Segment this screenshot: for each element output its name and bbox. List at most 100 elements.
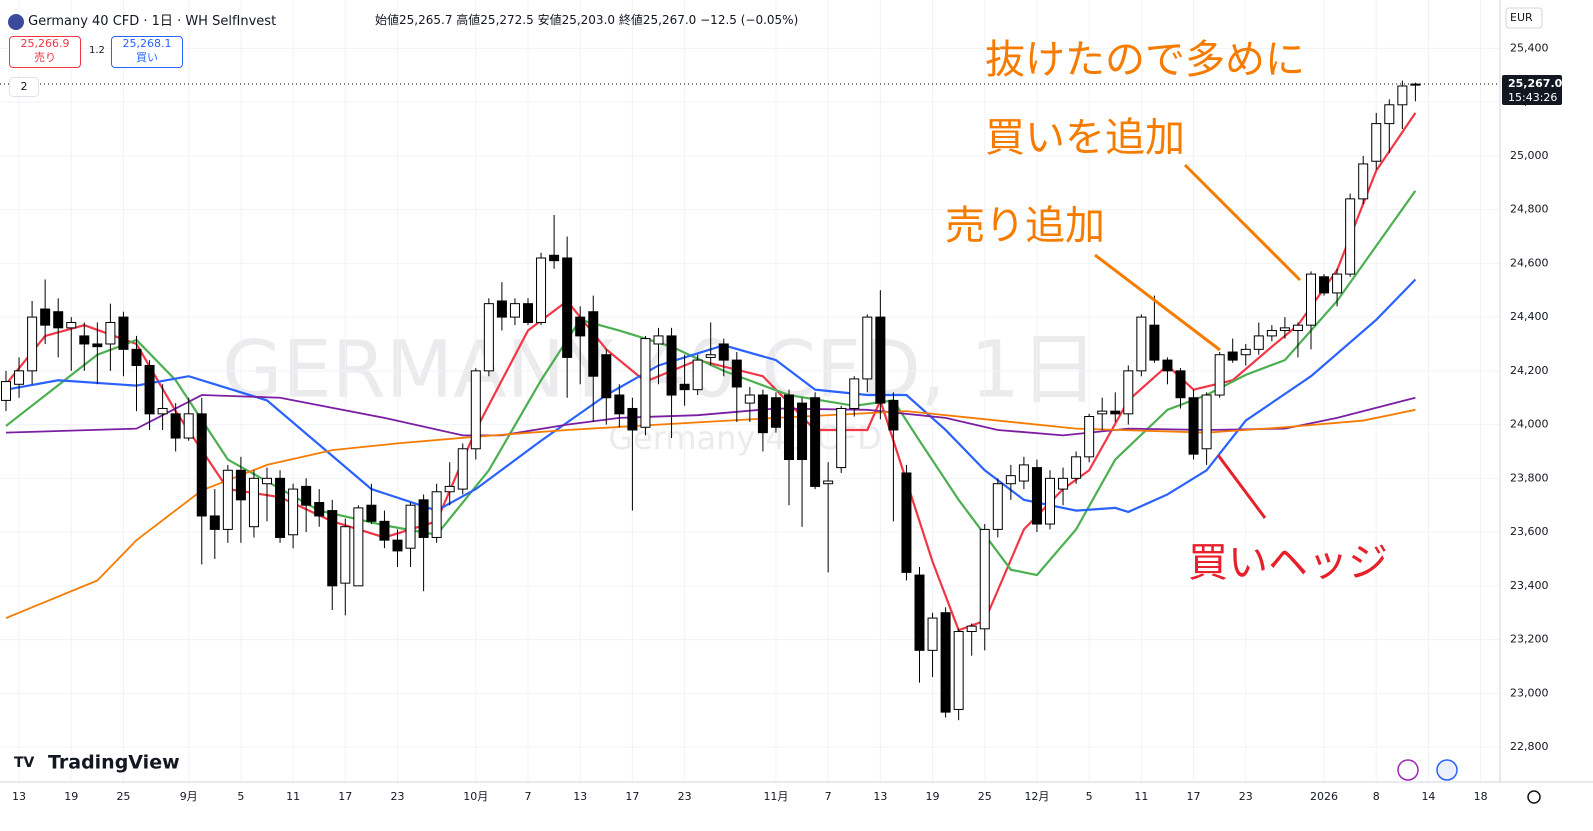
candle-body: [731, 359, 742, 388]
currency: EUR: [1510, 11, 1533, 24]
candle-body: [1358, 163, 1369, 200]
candle-body: [1253, 335, 1264, 350]
annotation: 買いを追加: [985, 115, 1185, 161]
candle-body: [757, 394, 768, 434]
y-tick-label: 22,800: [1510, 740, 1549, 753]
y-tick-label: 25,400: [1510, 41, 1549, 54]
candle-body: [1384, 104, 1395, 125]
legend-symbol: Germany 40 CFD · 1日 · WH SelfInvest: [8, 10, 276, 30]
y-tick-label: 24,600: [1510, 256, 1549, 269]
candle-body: [614, 394, 625, 415]
x-tick-label: 7: [525, 790, 532, 803]
candle-body: [1084, 416, 1095, 458]
candle-body: [562, 257, 573, 358]
candle-body: [235, 469, 246, 501]
candle-body: [431, 491, 442, 538]
candle-body: [1005, 475, 1016, 485]
x-tick-label: 7: [825, 790, 832, 803]
candle-body: [966, 625, 977, 633]
x-tick-label: 25: [978, 790, 992, 803]
candle-body: [953, 631, 964, 710]
candle-body: [444, 485, 455, 493]
buy-label: 買い: [136, 51, 158, 64]
candle-body: [718, 343, 729, 361]
legend-ohlc: 始値25,265.7 高値25,272.5 安値25,203.0 終値25,26…: [375, 11, 798, 28]
x-tick-label: 19: [64, 790, 78, 803]
y-tick-label: 24,000: [1510, 418, 1549, 431]
x-tick-label: 11: [286, 790, 300, 803]
candle-body: [784, 394, 794, 461]
candle-body: [483, 303, 494, 372]
x-tick-label: 23: [391, 790, 405, 803]
candles: [1, 80, 1421, 721]
candle-body: [248, 477, 259, 528]
candle-body: [927, 617, 938, 651]
candle-body: [1123, 370, 1134, 415]
candle-body: [14, 370, 25, 385]
ohlc-value: 25,272.5: [480, 13, 534, 27]
candle-body: [601, 354, 612, 399]
candle-body: [1058, 477, 1069, 490]
candle-body: [1175, 370, 1186, 399]
candle-body: [1332, 273, 1343, 294]
annotation: 売り追加: [945, 203, 1105, 249]
y-tick-label: 23,800: [1510, 471, 1549, 484]
candle-body: [705, 354, 716, 358]
x-tick-label: 11月: [763, 790, 788, 803]
icon[interactable]: [1397, 759, 1419, 781]
candle-body: [862, 316, 873, 380]
candle-body: [770, 397, 781, 428]
candle-body: [92, 343, 103, 348]
candle-body: [301, 485, 312, 506]
ohlc-label: 終値: [618, 13, 643, 27]
buy-button[interactable]: 25,268.1 買い: [111, 36, 183, 68]
candle-body: [118, 316, 129, 350]
y-tick-label: 24,800: [1510, 203, 1549, 216]
x-tick-label: 13: [12, 790, 26, 803]
candle-body: [679, 383, 690, 391]
arrow-line: [1183, 163, 1302, 282]
candle-body: [196, 413, 207, 517]
x-tick-label: 13: [873, 790, 887, 803]
candle-body: [588, 311, 599, 377]
y-tick-label: 23,200: [1510, 633, 1549, 646]
candle-body: [144, 364, 155, 415]
y-tick-label: 25,000: [1510, 149, 1549, 162]
candle-body: [1214, 354, 1225, 396]
x-tick-label: 25: [116, 790, 130, 803]
candle-body: [1162, 359, 1173, 372]
candle-body: [275, 477, 286, 538]
candle-body: [979, 528, 990, 630]
ohlc-label: 高値: [456, 13, 481, 27]
candle-body: [1279, 327, 1290, 332]
candle-body: [40, 308, 51, 326]
icon[interactable]: [1436, 759, 1458, 781]
candle-body: [457, 448, 468, 490]
sell-price: 25,266.9: [20, 37, 70, 50]
candle-body: [392, 539, 403, 552]
candle-body: [666, 335, 677, 396]
x-tick-label: 23: [678, 790, 692, 803]
ohlc-value: 25,267.0: [642, 13, 697, 27]
candle-body: [470, 370, 481, 450]
indicators-toggle[interactable]: 2: [9, 77, 39, 97]
sell-button[interactable]: 25,266.9 売り: [9, 36, 81, 68]
candle-body: [823, 480, 834, 485]
candle-body: [692, 359, 703, 391]
candle-body: [744, 394, 755, 404]
buy-price: 25,268.1: [122, 37, 172, 50]
currency-box[interactable]: [1505, 7, 1543, 29]
brand: TradingView: [48, 752, 180, 774]
candle-body: [627, 407, 638, 431]
symbol-icon: [8, 13, 24, 30]
x-tick-label: 9月: [180, 790, 198, 803]
candle-body: [353, 507, 364, 587]
moving-average-line: [5, 408, 1416, 619]
settings-icon[interactable]: [1527, 790, 1541, 804]
candle-body: [1149, 324, 1160, 361]
arrow-line: [1094, 253, 1221, 352]
candle-body: [1110, 410, 1121, 415]
candle-body: [379, 520, 390, 541]
y-tick-label: 23,000: [1510, 686, 1549, 699]
